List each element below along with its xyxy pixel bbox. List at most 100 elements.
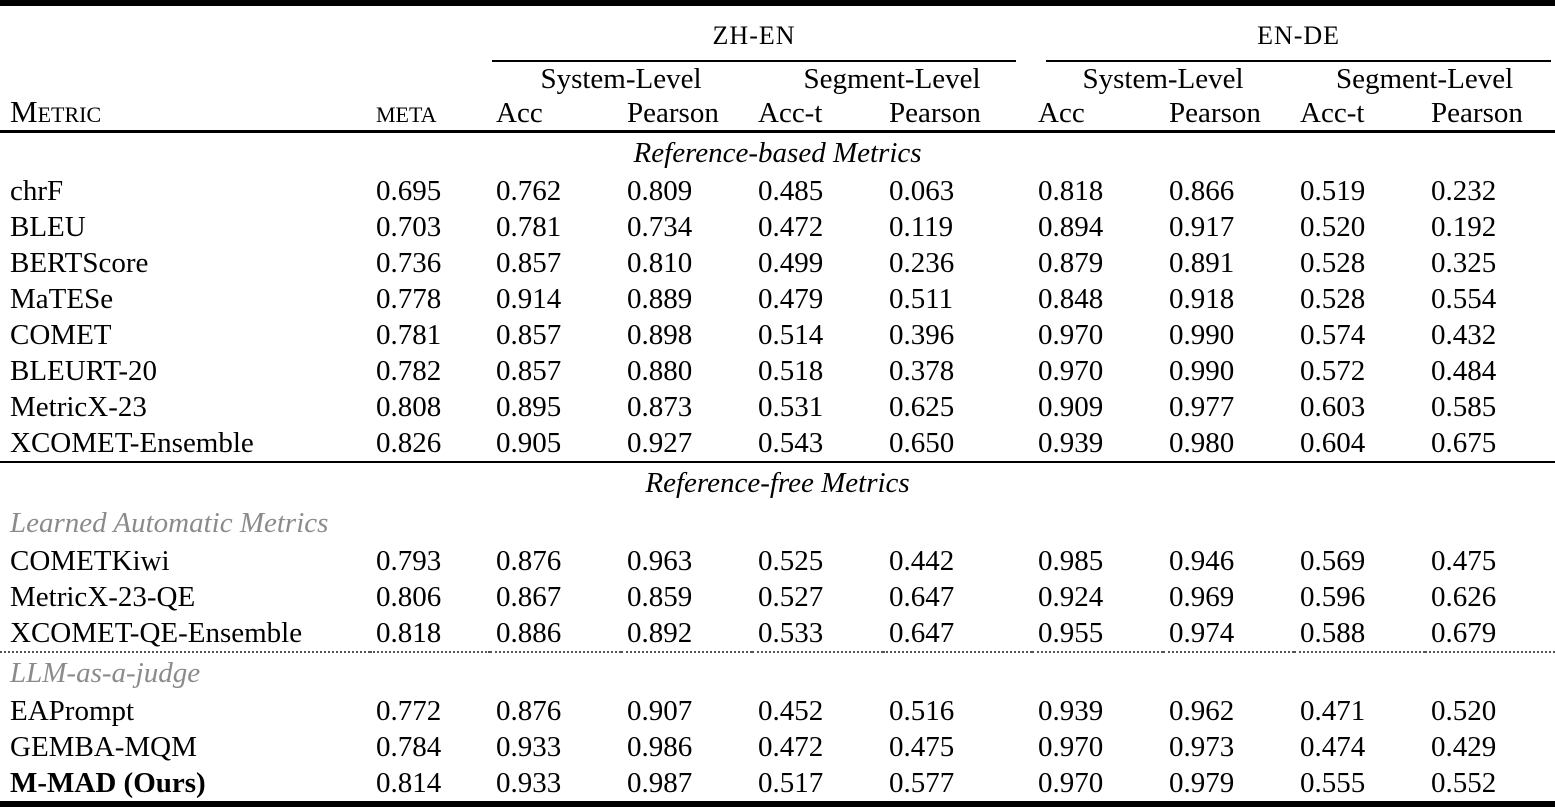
value-cell: 0.905 xyxy=(496,426,562,459)
level-header-row: Metric meta System-Level Segment-Level S… xyxy=(0,62,1555,133)
value-cell: 0.432 xyxy=(1431,318,1497,351)
value-cell: 0.867 xyxy=(496,580,562,613)
value-cell: 0.533 xyxy=(758,616,824,649)
value-cell: 0.894 xyxy=(1038,210,1104,243)
value-cell: 0.762 xyxy=(496,174,562,207)
value-cell: 0.969 xyxy=(1169,580,1235,613)
value-cell: 0.859 xyxy=(627,580,693,613)
value-cell: 0.499 xyxy=(758,246,824,279)
zh-en-sys-acc-header: Acc xyxy=(490,96,621,133)
zh-en-sys-pearson-header: Pearson xyxy=(621,96,752,133)
value-cell: 0.479 xyxy=(758,282,824,315)
value-cell: 0.987 xyxy=(621,765,752,807)
value-cell: 0.063 xyxy=(889,174,955,207)
meta-column-header: meta xyxy=(370,62,490,133)
value-cell: 0.848 xyxy=(1038,282,1104,315)
value-cell: 0.985 xyxy=(1038,544,1104,577)
value-cell: 0.806 xyxy=(376,580,442,613)
value-cell: 0.679 xyxy=(1431,616,1497,649)
metric-name: BLEU xyxy=(10,210,86,243)
value-cell: 0.880 xyxy=(627,354,693,387)
table-row: XCOMET-Ensemble 0.826 0.905 0.927 0.543 0.650… xyxy=(0,425,1555,462)
zh-en-seg-pearson-header: Pearson xyxy=(883,96,1033,133)
value-cell: 0.973 xyxy=(1169,730,1235,763)
en-de-segment-level-header: Segment-Level xyxy=(1335,63,1514,95)
col-group-en-de: EN-DE xyxy=(1032,0,1555,62)
value-cell: 0.475 xyxy=(1431,544,1497,577)
value-cell: 0.810 xyxy=(627,246,693,279)
value-cell: 0.625 xyxy=(889,390,955,423)
value-cell: 0.543 xyxy=(758,426,824,459)
table-row: XCOMET-QE-Ensemble 0.818 0.886 0.892 0.533 0.… xyxy=(0,615,1555,652)
value-cell: 0.990 xyxy=(1169,354,1235,387)
value-cell: 0.471 xyxy=(1300,694,1366,727)
value-cell: 0.955 xyxy=(1038,616,1104,649)
metric-name: MetricX-23-QE xyxy=(10,580,196,613)
value-cell: 0.980 xyxy=(1169,426,1235,459)
metric-name: M-MAD (Ours) xyxy=(0,765,370,807)
metric-name: chrF xyxy=(10,174,64,207)
value-cell: 0.675 xyxy=(1431,426,1497,459)
table-row: M-MAD (Ours) 0.814 0.933 0.987 0.517 0.577 0.9… xyxy=(0,765,1555,807)
zh-en-system-level-header: System-Level xyxy=(540,63,702,95)
value-cell: 0.814 xyxy=(370,765,490,807)
value-cell: 0.577 xyxy=(883,765,1033,807)
metric-name: XCOMET-QE-Ensemble xyxy=(10,616,303,649)
value-cell: 0.552 xyxy=(1425,765,1555,807)
col-group-zh-en-label: ZH-EN xyxy=(492,21,1017,62)
value-cell: 0.892 xyxy=(627,616,693,649)
en-de-sys-pearson-header: Pearson xyxy=(1163,96,1295,133)
section-title-row: Reference-based Metrics xyxy=(0,132,1555,174)
value-cell: 0.472 xyxy=(758,730,824,763)
table-header: ZH-EN EN-DE Metric meta System-Level Seg… xyxy=(0,0,1555,133)
value-cell: 0.236 xyxy=(889,246,955,279)
value-cell: 0.879 xyxy=(1038,246,1104,279)
value-cell: 0.531 xyxy=(758,390,824,423)
value-cell: 0.782 xyxy=(376,354,442,387)
value-cell: 0.232 xyxy=(1431,174,1497,207)
value-cell: 0.974 xyxy=(1169,616,1235,649)
value-cell: 0.396 xyxy=(889,318,955,351)
section-title: Reference-free Metrics xyxy=(0,461,1555,503)
value-cell: 0.516 xyxy=(889,694,955,727)
value-cell: 0.990 xyxy=(1169,318,1235,351)
value-cell: 0.574 xyxy=(1300,318,1366,351)
value-cell: 0.604 xyxy=(1300,426,1366,459)
value-cell: 0.809 xyxy=(627,174,693,207)
value-cell: 0.585 xyxy=(1431,390,1497,423)
table-row: chrF 0.695 0.762 0.809 0.485 0.063 0.818 0.866 0… xyxy=(0,173,1555,209)
value-cell: 0.946 xyxy=(1169,544,1235,577)
metric-name: GEMBA-MQM xyxy=(10,730,197,763)
value-cell: 0.970 xyxy=(1032,765,1164,807)
section-title-row: Reference-free Metrics xyxy=(0,461,1555,503)
value-cell: 0.918 xyxy=(1169,282,1235,315)
value-cell: 0.378 xyxy=(889,354,955,387)
value-cell: 0.793 xyxy=(376,544,442,577)
value-cell: 0.907 xyxy=(627,694,693,727)
metric-name: EAPrompt xyxy=(10,694,135,727)
subsection-label-row: LLM-as-a-judge xyxy=(0,651,1555,693)
value-cell: 0.192 xyxy=(1431,210,1497,243)
value-cell: 0.924 xyxy=(1038,580,1104,613)
value-cell: 0.876 xyxy=(496,694,562,727)
value-cell: 0.588 xyxy=(1300,616,1366,649)
value-cell: 0.962 xyxy=(1169,694,1235,727)
value-cell: 0.781 xyxy=(376,318,442,351)
table-row: MetricX-23 0.808 0.895 0.873 0.531 0.625 0.909… xyxy=(0,389,1555,425)
value-cell: 0.927 xyxy=(627,426,693,459)
metric-name: COMETKiwi xyxy=(10,544,170,577)
value-cell: 0.695 xyxy=(376,174,442,207)
value-cell: 0.970 xyxy=(1038,354,1104,387)
table-row: MaTESe 0.778 0.914 0.889 0.479 0.511 0.848 0.91… xyxy=(0,281,1555,317)
value-cell: 0.873 xyxy=(627,390,693,423)
value-cell: 0.909 xyxy=(1038,390,1104,423)
metric-name: BLEURT-20 xyxy=(10,354,158,387)
value-cell: 0.555 xyxy=(1294,765,1426,807)
value-cell: 0.914 xyxy=(496,282,562,315)
value-cell: 0.808 xyxy=(376,390,442,423)
value-cell: 0.784 xyxy=(376,730,442,763)
en-de-system-level-header: System-Level xyxy=(1082,63,1244,95)
table-row: GEMBA-MQM 0.784 0.933 0.986 0.472 0.475 0.970 0… xyxy=(0,729,1555,765)
